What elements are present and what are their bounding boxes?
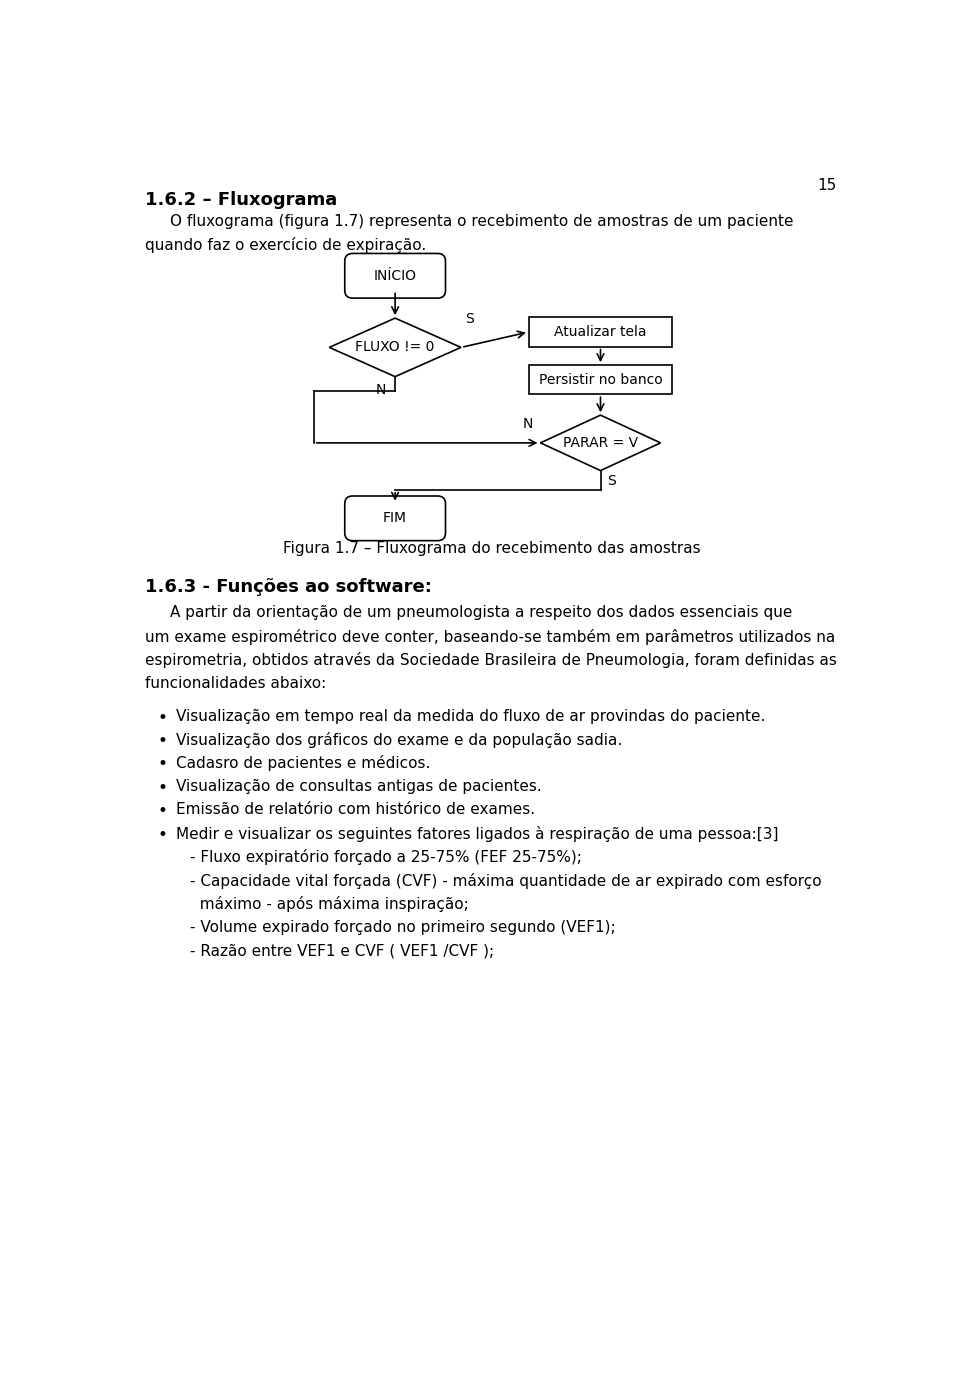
Polygon shape (540, 415, 660, 470)
Text: quando faz o exercício de expiração.: quando faz o exercício de expiração. (145, 237, 426, 254)
Text: - Razão entre VEF1 e CVF ( VEF1 /CVF );: - Razão entre VEF1 e CVF ( VEF1 /CVF ); (190, 943, 493, 958)
Text: •: • (157, 779, 167, 798)
Text: Atualizar tela: Atualizar tela (554, 325, 647, 338)
Text: 15: 15 (818, 178, 837, 193)
Text: - Volume expirado forçado no primeiro segundo (VEF1);: - Volume expirado forçado no primeiro se… (190, 920, 615, 935)
Text: Visualização em tempo real da medida do fluxo de ar provindas do paciente.: Visualização em tempo real da medida do … (176, 709, 765, 724)
Text: •: • (157, 709, 167, 727)
Text: •: • (157, 732, 167, 750)
Text: INÍCIO: INÍCIO (373, 269, 417, 283)
Text: FLUXO != 0: FLUXO != 0 (355, 340, 435, 355)
Text: N: N (522, 417, 533, 431)
Text: FIM: FIM (383, 512, 407, 526)
Text: •: • (157, 825, 167, 843)
Text: 1.6.2 – Fluxograma: 1.6.2 – Fluxograma (145, 191, 337, 209)
Text: A partir da orientação de um pneumologista a respeito dos dados essenciais que: A partir da orientação de um pneumologis… (170, 605, 793, 620)
Text: S: S (465, 312, 473, 326)
Text: N: N (375, 383, 386, 397)
Text: espirometria, obtidos através da Sociedade Brasileira de Pneumologia, foram defi: espirometria, obtidos através da Socieda… (145, 652, 837, 669)
FancyBboxPatch shape (345, 254, 445, 298)
Text: •: • (157, 756, 167, 774)
Text: - Fluxo expiratório forçado a 25-75% (FEF 25-75%);: - Fluxo expiratório forçado a 25-75% (FE… (190, 849, 582, 865)
Text: um exame espirométrico deve conter, baseando-se também em parâmetros utilizados : um exame espirométrico deve conter, base… (145, 628, 835, 645)
Text: S: S (607, 474, 615, 488)
Bar (529, 318, 672, 347)
Text: Emissão de relatório com histórico de exames.: Emissão de relatório com histórico de ex… (176, 803, 535, 817)
Text: Figura 1.7 – Fluxograma do recebimento das amostras: Figura 1.7 – Fluxograma do recebimento d… (283, 541, 701, 556)
Text: Visualização dos gráficos do exame e da população sadia.: Visualização dos gráficos do exame e da … (176, 732, 622, 748)
Text: - Capacidade vital forçada (CVF) - máxima quantidade de ar expirado com esforço: - Capacidade vital forçada (CVF) - máxim… (190, 872, 822, 889)
Text: •: • (157, 803, 167, 821)
Text: Cadasro de pacientes e médicos.: Cadasro de pacientes e médicos. (176, 756, 430, 771)
Text: O fluxograma (figura 1.7) representa o recebimento de amostras de um paciente: O fluxograma (figura 1.7) representa o r… (170, 214, 794, 229)
Text: PARAR = V: PARAR = V (563, 436, 638, 449)
Text: funcionalidades abaixo:: funcionalidades abaixo: (145, 675, 326, 691)
Text: Persistir no banco: Persistir no banco (539, 373, 662, 387)
Text: máximo - após máxima inspiração;: máximo - após máxima inspiração; (190, 896, 468, 913)
Text: Visualização de consultas antigas de pacientes.: Visualização de consultas antigas de pac… (176, 779, 541, 793)
Text: 1.6.3 - Funções ao software:: 1.6.3 - Funções ao software: (145, 578, 432, 596)
Polygon shape (329, 318, 461, 377)
Bar (529, 365, 672, 394)
Text: Medir e visualizar os seguintes fatores ligados à respiração de uma pessoa:[3]: Medir e visualizar os seguintes fatores … (176, 825, 779, 842)
FancyBboxPatch shape (345, 497, 445, 541)
